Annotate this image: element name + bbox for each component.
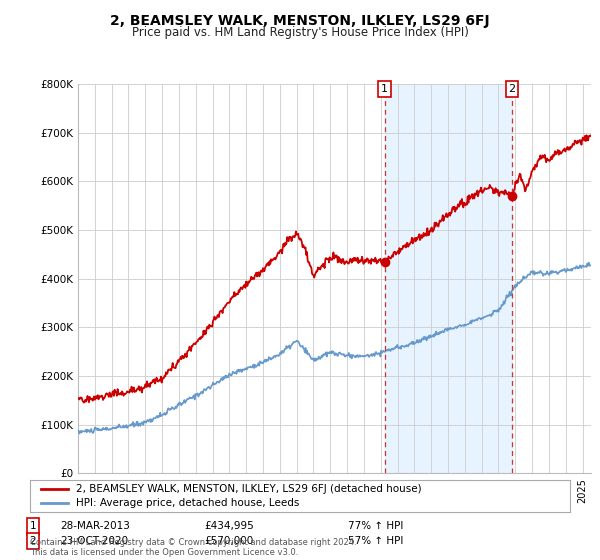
Text: 2, BEAMSLEY WALK, MENSTON, ILKLEY, LS29 6FJ (detached house): 2, BEAMSLEY WALK, MENSTON, ILKLEY, LS29 …	[76, 484, 422, 494]
Bar	[385, 84, 512, 473]
Text: 57% ↑ HPI: 57% ↑ HPI	[348, 536, 403, 546]
Text: 2: 2	[509, 84, 515, 94]
Text: HPI: Average price, detached house, Leeds: HPI: Average price, detached house, Leed…	[76, 498, 299, 508]
Text: Contains HM Land Registry data © Crown copyright and database right 2024.
This d: Contains HM Land Registry data © Crown c…	[30, 538, 356, 557]
Text: Price paid vs. HM Land Registry's House Price Index (HPI): Price paid vs. HM Land Registry's House …	[131, 26, 469, 39]
Text: £434,995: £434,995	[204, 521, 254, 531]
Text: 2, BEAMSLEY WALK, MENSTON, ILKLEY, LS29 6FJ: 2, BEAMSLEY WALK, MENSTON, ILKLEY, LS29 …	[110, 14, 490, 28]
Text: 23-OCT-2020: 23-OCT-2020	[60, 536, 128, 546]
Text: 2: 2	[29, 536, 37, 546]
Text: 77% ↑ HPI: 77% ↑ HPI	[348, 521, 403, 531]
Text: 28-MAR-2013: 28-MAR-2013	[60, 521, 130, 531]
Text: £570,000: £570,000	[204, 536, 253, 546]
Text: 1: 1	[381, 84, 388, 94]
Text: 1: 1	[29, 521, 37, 531]
